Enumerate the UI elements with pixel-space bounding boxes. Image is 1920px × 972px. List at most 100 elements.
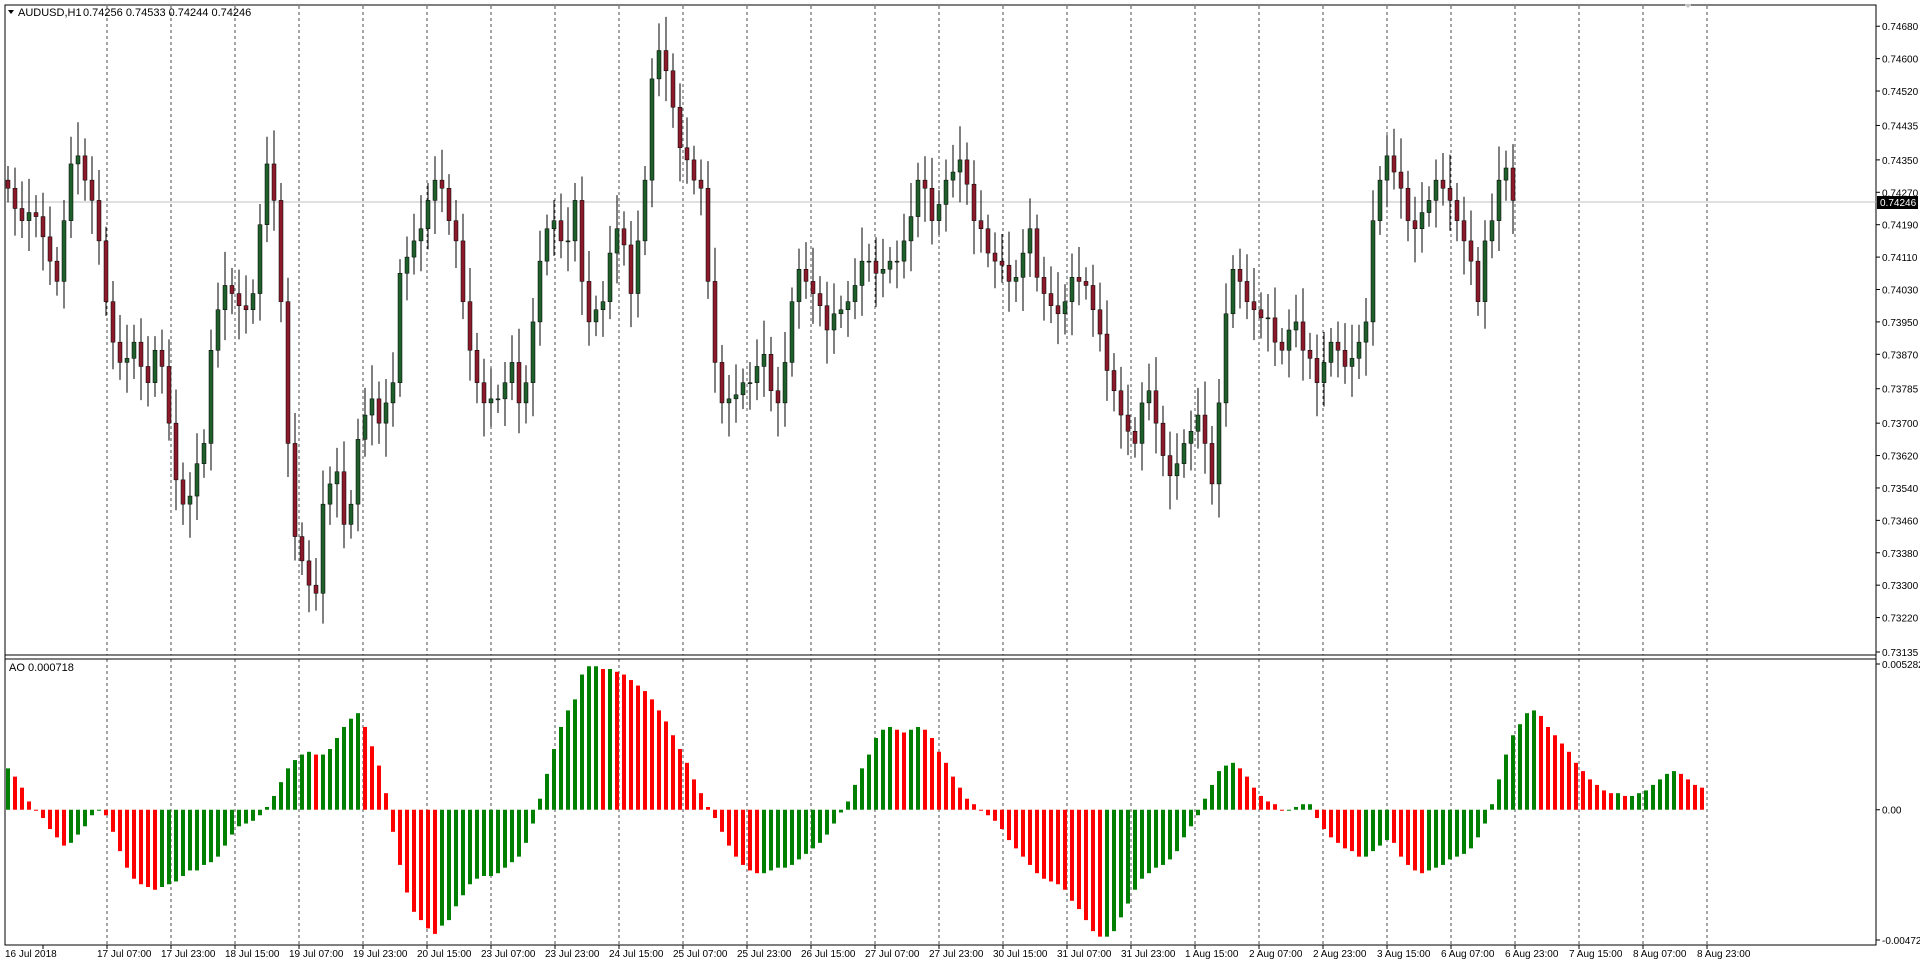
ao-bar bbox=[657, 710, 661, 810]
price-tick-label: 0.73620 bbox=[1882, 452, 1919, 463]
candle-body bbox=[166, 366, 172, 424]
ao-bar bbox=[335, 738, 339, 810]
candle-body bbox=[1272, 317, 1278, 343]
ao-bar bbox=[1693, 784, 1697, 810]
ao-bar bbox=[552, 749, 556, 810]
time-tick-label: 6 Aug 23:00 bbox=[1505, 949, 1559, 960]
candle-body bbox=[82, 155, 88, 181]
ao-bar bbox=[944, 762, 948, 810]
candle-body bbox=[1265, 317, 1271, 320]
candle-body bbox=[68, 163, 74, 221]
candle-body bbox=[1391, 155, 1397, 173]
candle-body bbox=[1181, 443, 1187, 464]
price-tick-label: 0.74680 bbox=[1882, 22, 1919, 33]
shift-marker-icon[interactable] bbox=[1684, 4, 1692, 8]
ao-bar bbox=[783, 809, 787, 868]
candle-body bbox=[96, 200, 102, 242]
ao-bar bbox=[524, 809, 528, 843]
ao-bar bbox=[608, 669, 612, 810]
candle-body bbox=[747, 382, 753, 384]
ao-bar bbox=[531, 809, 535, 824]
candle-body bbox=[929, 187, 935, 221]
time-tick-label: 26 Jul 15:00 bbox=[801, 949, 856, 960]
ao-bar bbox=[279, 782, 283, 810]
candle-body bbox=[278, 200, 284, 302]
ao-bar bbox=[286, 768, 290, 810]
candle-body bbox=[992, 252, 998, 262]
ao-bar bbox=[993, 809, 997, 821]
ao-bar bbox=[405, 809, 409, 893]
ao-bar bbox=[1658, 779, 1662, 810]
ao-bar bbox=[811, 809, 815, 849]
ao-bar bbox=[594, 666, 598, 810]
ao-bar bbox=[160, 809, 164, 887]
candle-body bbox=[1020, 252, 1026, 278]
ao-tick-label: 0.005282 bbox=[1882, 660, 1920, 671]
ao-bar bbox=[580, 674, 584, 810]
price-pane[interactable] bbox=[4, 4, 1877, 656]
candle-body bbox=[761, 354, 767, 367]
time-tick-label: 16 Jul 2018 bbox=[5, 949, 57, 960]
ao-bar bbox=[48, 809, 52, 830]
candle-body bbox=[194, 463, 200, 497]
candle-body bbox=[1104, 333, 1110, 371]
candle-body bbox=[425, 200, 431, 229]
ao-bar bbox=[1497, 779, 1501, 810]
ao-bar bbox=[1056, 809, 1060, 885]
ao-bar bbox=[475, 809, 479, 879]
candle-body bbox=[439, 179, 445, 189]
candle-body bbox=[579, 200, 585, 282]
ao-bar bbox=[937, 751, 941, 810]
candle-body bbox=[1013, 277, 1019, 282]
ao-bar bbox=[384, 793, 388, 810]
candle-body bbox=[1461, 220, 1467, 242]
ao-pane[interactable] bbox=[4, 658, 1877, 946]
ao-bar bbox=[1294, 806, 1298, 810]
ao-bar bbox=[1343, 809, 1347, 849]
candle-body bbox=[1132, 431, 1138, 444]
ao-bar bbox=[1266, 801, 1270, 810]
candle-body bbox=[544, 228, 550, 262]
candle-body bbox=[726, 398, 732, 404]
time-tick-label: 17 Jul 23:00 bbox=[161, 949, 216, 960]
ao-bar bbox=[1357, 809, 1361, 857]
ao-bar bbox=[496, 809, 500, 874]
candle-body bbox=[1055, 305, 1061, 315]
ao-bar bbox=[104, 809, 108, 816]
candle-body bbox=[600, 301, 606, 310]
ao-bar bbox=[1553, 735, 1557, 810]
ao-bar bbox=[825, 809, 829, 835]
ao-bar bbox=[1427, 809, 1431, 871]
candle-body bbox=[817, 293, 823, 306]
ao-bar bbox=[1644, 790, 1648, 810]
ao-bar bbox=[300, 754, 304, 810]
candle-body bbox=[1433, 179, 1439, 201]
candle-body bbox=[1174, 463, 1180, 477]
candle-body bbox=[1195, 414, 1201, 432]
ao-bar bbox=[510, 809, 514, 863]
ao-bar bbox=[748, 809, 752, 871]
ao-bar bbox=[762, 809, 766, 874]
candle-body bbox=[1097, 309, 1103, 335]
candle-body bbox=[1363, 321, 1369, 343]
ao-bar bbox=[97, 809, 101, 811]
chevron-down-icon[interactable] bbox=[8, 10, 14, 14]
ao-bar bbox=[986, 809, 990, 816]
ao-bar bbox=[1154, 809, 1158, 868]
candle-body bbox=[803, 268, 809, 282]
price-tick-label: 0.73220 bbox=[1882, 614, 1919, 625]
candle-body bbox=[250, 293, 256, 310]
candle-body bbox=[1342, 350, 1348, 367]
price-tick-label: 0.74520 bbox=[1882, 87, 1919, 98]
ao-bar bbox=[349, 718, 353, 810]
ao-bar bbox=[1441, 809, 1445, 865]
ao-tick-label: 0.00 bbox=[1882, 806, 1902, 817]
candle-body bbox=[397, 273, 403, 383]
ao-bar bbox=[979, 809, 983, 811]
ao-bar bbox=[1483, 809, 1487, 824]
candle-body bbox=[677, 106, 683, 148]
ao-bar bbox=[909, 729, 913, 810]
ao-bar bbox=[377, 765, 381, 810]
